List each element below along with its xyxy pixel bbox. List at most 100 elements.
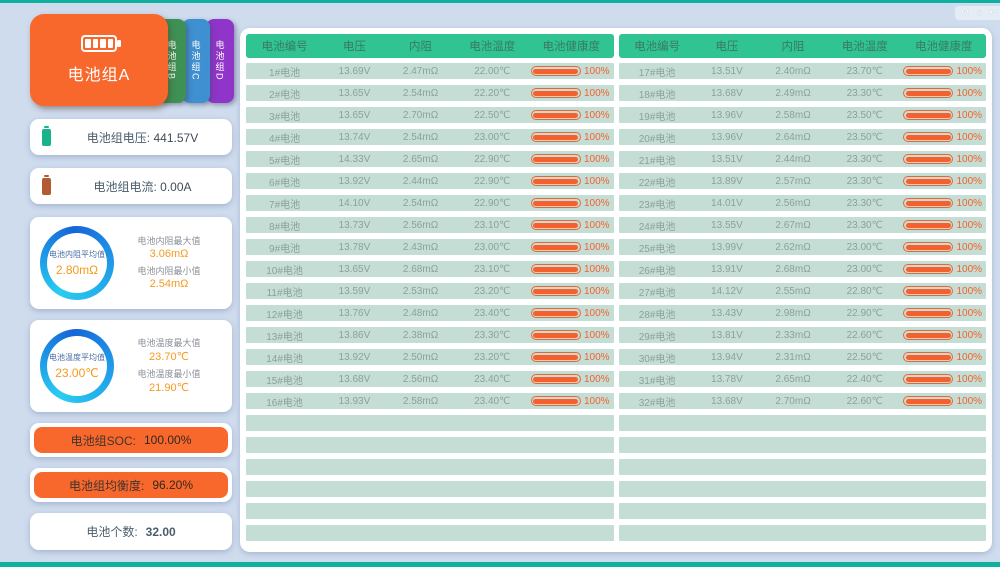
battery-id-cell: 26#电池 [638, 265, 676, 277]
health-percent: 100% [956, 197, 983, 209]
voltage-cell: 13.65V [338, 109, 371, 121]
voltage-cell: 13.78V [338, 241, 371, 253]
voltage-cell: 13.55V [711, 219, 743, 231]
battery-count-label: 电池个数: [86, 525, 138, 539]
health-bar [530, 308, 581, 318]
back-icon[interactable]: ↩ [989, 7, 998, 18]
health-percent: 100% [583, 109, 610, 121]
health-bar [903, 66, 954, 76]
resistance-cell: 2.56mΩ [402, 219, 439, 231]
column-header: 电池编号 [261, 41, 308, 53]
health-percent: 100% [956, 263, 983, 275]
temperature-cell: 22.90℃ [474, 175, 511, 187]
health-bar [903, 264, 954, 274]
table-row: 21#电池 13.51V 2.44mΩ 23.30℃ 100% [618, 151, 986, 167]
resistance-min-value: 2.54mΩ [149, 277, 189, 290]
column-header: 电压 [715, 41, 739, 53]
temperature-cell: 23.30℃ [846, 197, 883, 209]
top-edge-bar [0, 0, 1000, 3]
column-header: 电池编号 [634, 41, 681, 53]
health-bar [903, 330, 954, 340]
resistance-cell: 2.54mΩ [402, 87, 439, 99]
temperature-cell: 23.30℃ [846, 219, 883, 231]
health-percent: 100% [956, 131, 983, 143]
health-cell: 100% [901, 308, 986, 319]
health-cell: 100% [901, 286, 986, 297]
health-cell: 100% [901, 132, 986, 143]
tab-battery-group-c[interactable]: 电池组C [182, 19, 210, 103]
health-cell: 100% [901, 330, 986, 341]
empty-row [618, 503, 986, 519]
battery-id-cell: 21#电池 [638, 155, 676, 167]
voltage-cell: 13.92V [338, 175, 371, 187]
health-bar [903, 308, 954, 318]
resistance-cell: 2.33mΩ [775, 329, 811, 341]
temperature-max-value: 23.70℃ [149, 350, 189, 363]
table-row: 27#电池 14.12V 2.55mΩ 22.80℃ 100% [618, 283, 986, 299]
temperature-cell: 22.60℃ [846, 329, 883, 341]
temperature-cell: 23.30℃ [846, 87, 883, 99]
resistance-gauge-card: 电池内阻平均值 2.80mΩ 电池内阻最大值 3.06mΩ 电池内阻最小值 2.… [30, 217, 232, 309]
health-percent: 100% [583, 263, 610, 275]
battery-id-cell: 18#电池 [638, 89, 676, 101]
health-cell: 100% [529, 220, 614, 231]
resistance-cell: 2.50mΩ [402, 351, 439, 363]
table-row: 26#电池 13.91V 2.68mΩ 23.00℃ 100% [618, 261, 986, 277]
group-current-text: 电池组电流: 0.00A [65, 178, 220, 195]
temperature-cell: 22.20℃ [474, 87, 511, 99]
table-header-row: 电池编号 电压 内阻 电池温度 电池健康度 [618, 34, 986, 58]
health-bar [903, 110, 954, 120]
voltage-cell: 13.78V [711, 373, 743, 385]
resistance-cell: 2.38mΩ [402, 329, 439, 341]
health-cell: 100% [901, 220, 986, 231]
voltage-cell: 13.59V [338, 285, 371, 297]
temperature-cell: 23.40℃ [474, 307, 511, 319]
voltage-cell: 14.33V [338, 153, 371, 165]
battery-id-cell: 11#电池 [266, 287, 303, 299]
voltage-cell: 13.73V [338, 219, 371, 231]
resistance-cell: 2.56mΩ [775, 197, 811, 209]
column-header: 内阻 [409, 41, 433, 53]
resistance-cell: 2.62mΩ [775, 241, 811, 253]
voltage-cell: 13.92V [338, 351, 371, 363]
health-cell: 100% [529, 198, 614, 209]
battery-id-cell: 8#电池 [269, 221, 301, 233]
soc-pill: 电池组SOC: 100.00% [34, 427, 228, 453]
empty-row [618, 459, 986, 475]
battery-id-cell: 20#电池 [638, 133, 676, 145]
voltage-cell: 13.91V [711, 263, 743, 275]
table-body: 17#电池 13.51V 2.40mΩ 23.70℃ 100% 18#电池 13.68V 2.… [618, 63, 986, 547]
empty-row [246, 503, 614, 519]
resistance-cell: 2.57mΩ [775, 175, 811, 187]
battery-id-cell: 25#电池 [638, 243, 676, 255]
home-icon[interactable]: ⌂ [976, 7, 983, 18]
voltage-cell: 13.96V [711, 131, 743, 143]
battery-id-cell: 32#电池 [638, 397, 676, 409]
active-group-label: 电池组A [67, 67, 131, 84]
voltage-cell: 13.81V [711, 329, 743, 341]
table-row: 14#电池 13.92V 2.50mΩ 23.20℃ 100% [246, 349, 614, 365]
group-current-card: 电池组电流: 0.00A [30, 168, 232, 204]
voltage-cell: 13.51V [711, 153, 743, 165]
table-row: 32#电池 13.68V 2.70mΩ 22.60℃ 100% [618, 393, 986, 409]
tab-battery-group-a[interactable]: 电池组A [30, 14, 168, 106]
health-bar [903, 198, 954, 208]
temperature-cell: 23.40℃ [474, 395, 511, 407]
settings-icon[interactable]: ⚙ [960, 7, 970, 18]
health-bar [903, 396, 954, 406]
group-current-value: 0.00A [160, 179, 192, 194]
empty-row [246, 525, 614, 541]
health-percent: 100% [583, 175, 610, 187]
table-row: 28#电池 13.43V 2.98mΩ 22.90℃ 100% [618, 305, 986, 321]
health-percent: 100% [956, 241, 983, 253]
voltage-cell: 13.51V [711, 65, 743, 77]
table-row: 15#电池 13.68V 2.56mΩ 23.40℃ 100% [246, 371, 614, 387]
resistance-cell: 2.58mΩ [402, 395, 439, 407]
temperature-cell: 22.60℃ [846, 395, 883, 407]
column-header: 电池温度 [469, 41, 516, 53]
battery-id-cell: 31#电池 [638, 375, 676, 387]
health-cell: 100% [901, 242, 986, 253]
balance-card: 电池组均衡度: 96.20% [30, 468, 232, 502]
table-body: 1#电池 13.69V 2.47mΩ 22.00℃ 100% 2#电池 13.65V 2.54… [246, 63, 614, 547]
tab-battery-group-d[interactable]: 电池组D [206, 19, 234, 103]
